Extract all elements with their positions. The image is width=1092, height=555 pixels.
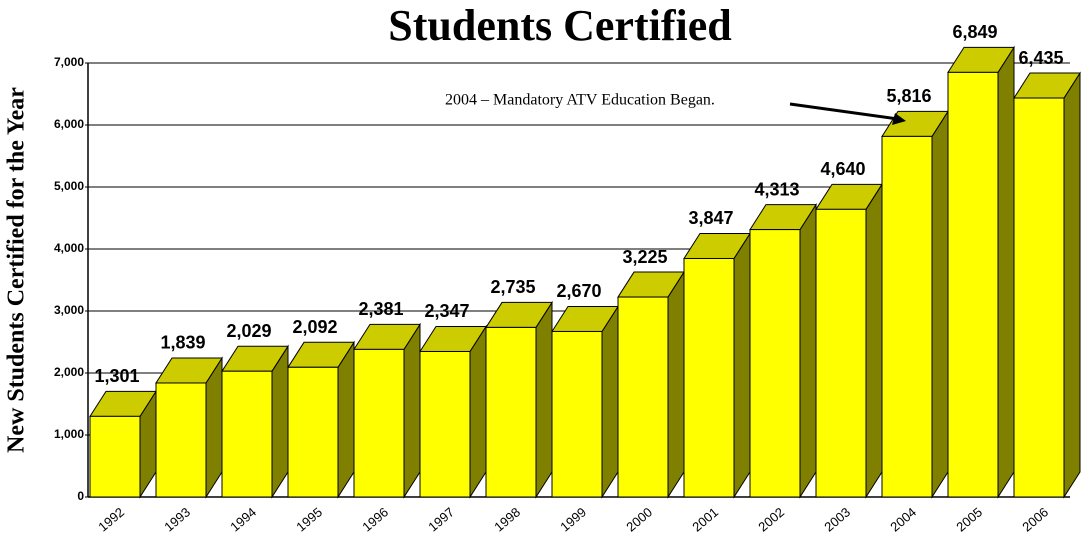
x-tick-label: 2004 (887, 504, 919, 534)
bar-side (469, 324, 487, 499)
data-label: 1,301 (94, 366, 139, 386)
x-tick-label: 2002 (755, 504, 787, 534)
data-label: 3,225 (622, 247, 667, 267)
bar-side (931, 109, 949, 499)
x-tick-label: 2001 (689, 504, 721, 534)
chart-title: Students Certified (388, 1, 731, 50)
bar (551, 330, 603, 498)
x-tick-label: 1993 (161, 504, 193, 534)
bar (287, 366, 339, 498)
y-tick-label: 0 (77, 489, 84, 503)
x-tick-label: 1994 (227, 504, 259, 534)
y-tick-label: 2,000 (54, 365, 84, 379)
bar-side (997, 45, 1015, 499)
bar (155, 382, 207, 498)
y-tick-label: 6,000 (54, 117, 84, 131)
x-tick-label: 2005 (953, 504, 985, 534)
bar-side (667, 270, 685, 499)
bar-side (799, 202, 817, 499)
x-tick-label: 1999 (557, 504, 589, 534)
y-tick-label: 7,000 (54, 55, 84, 69)
bar (815, 208, 867, 498)
annotation: 2004 – Mandatory ATV Education Began. (445, 92, 715, 109)
bar (947, 71, 999, 498)
x-tick-label: 1995 (293, 504, 325, 534)
y-tick-label: 4,000 (54, 241, 84, 255)
data-label: 2,347 (424, 301, 469, 321)
data-label: 3,847 (688, 208, 733, 228)
data-label: 2,735 (490, 277, 535, 297)
bar (749, 229, 801, 498)
bar (617, 296, 669, 498)
data-label: 2,092 (292, 317, 337, 337)
bar (485, 326, 537, 498)
x-tick-label: 1997 (425, 504, 457, 534)
data-label: 6,435 (1018, 48, 1063, 68)
bar (353, 348, 405, 498)
data-label: 2,670 (556, 281, 601, 301)
data-label: 4,640 (820, 159, 865, 179)
data-label: 6,849 (952, 22, 997, 42)
bar-side (733, 231, 751, 499)
bar (89, 415, 141, 498)
x-tick-label: 2000 (623, 504, 655, 534)
y-axis-label: New Students Certified for the Year (4, 87, 30, 453)
data-label: 1,839 (160, 333, 205, 353)
bar (419, 350, 471, 498)
bar (881, 135, 933, 498)
data-label: 5,816 (886, 86, 931, 106)
bar (1013, 97, 1065, 498)
bar-side (271, 344, 289, 499)
data-label: 2,029 (226, 321, 271, 341)
x-tick-label: 1996 (359, 504, 391, 534)
annotation-arrow (789, 102, 899, 121)
bar-side (601, 304, 619, 499)
bar-side (1063, 71, 1081, 499)
bar-side (865, 182, 883, 499)
bar (683, 257, 735, 498)
bar (221, 370, 273, 498)
x-tick-label: 1998 (491, 504, 523, 534)
data-label: 2,381 (358, 299, 403, 319)
bar-side (403, 322, 421, 499)
y-tick-label: 3,000 (54, 303, 84, 317)
y-tick-label: 1,000 (54, 427, 84, 441)
bar-side (535, 300, 553, 499)
x-tick-label: 2003 (821, 504, 853, 534)
annotation-arrowhead (892, 113, 906, 125)
x-tick-label: 1992 (95, 504, 127, 534)
x-tick-label: 2006 (1019, 504, 1051, 534)
data-label: 4,313 (754, 179, 799, 199)
bar-side (337, 340, 355, 499)
y-tick-label: 5,000 (54, 179, 84, 193)
